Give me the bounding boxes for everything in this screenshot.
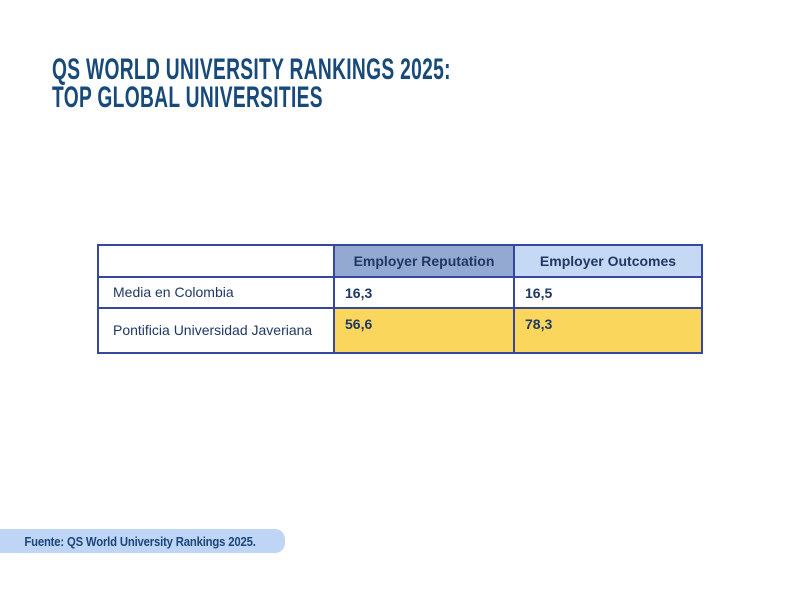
value-employer-reputation: 56,6 bbox=[333, 307, 515, 354]
table-row-media-en-colombia: Media en Colombia 16,3 16,5 bbox=[97, 276, 703, 309]
rankings-table: Employer Reputation Employer Outcomes Me… bbox=[97, 244, 703, 354]
row-label: Pontificia Universidad Javeriana bbox=[97, 307, 335, 354]
header-cell-employer-reputation: Employer Reputation bbox=[333, 244, 515, 278]
title-line-1: QS WORLD UNIVERSITY RANKINGS 2025: bbox=[52, 53, 451, 86]
row-label: Media en Colombia bbox=[97, 276, 335, 309]
value-employer-outcomes: 16,5 bbox=[513, 276, 703, 309]
table-header-row: Employer Reputation Employer Outcomes bbox=[97, 244, 703, 278]
header-cell-blank bbox=[97, 244, 335, 278]
table-row-pontificia-universidad-javeriana: Pontificia Universidad Javeriana 56,6 78… bbox=[97, 307, 703, 354]
header-cell-employer-outcomes: Employer Outcomes bbox=[513, 244, 703, 278]
source-footer-bar: Fuente: QS World University Rankings 202… bbox=[0, 529, 285, 553]
source-footer-text: Fuente: QS World University Rankings 202… bbox=[24, 533, 256, 549]
value-employer-reputation: 16,3 bbox=[333, 276, 515, 309]
value-employer-outcomes: 78,3 bbox=[513, 307, 703, 354]
title-line-2: TOP GLOBAL UNIVERSITIES bbox=[52, 81, 323, 114]
page-title: QS WORLD UNIVERSITY RANKINGS 2025: TOP G… bbox=[52, 53, 675, 114]
